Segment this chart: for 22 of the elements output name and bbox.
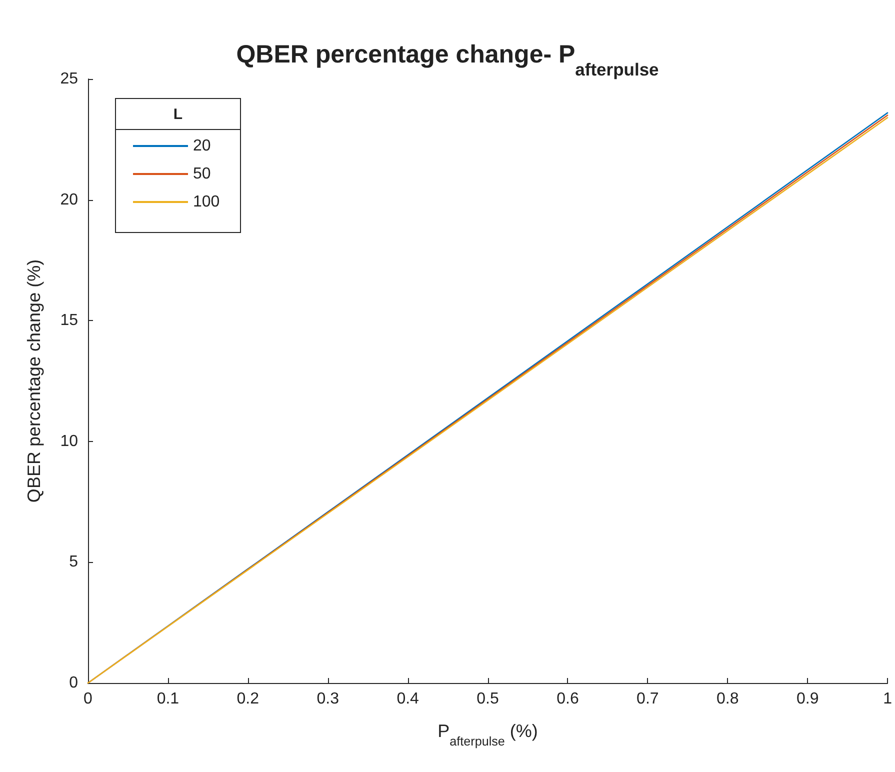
x-tick-label: 0.6 (556, 690, 579, 708)
legend-title: L (173, 106, 183, 123)
y-tick-label: 5 (69, 554, 78, 571)
legend-label: 100 (193, 194, 220, 210)
x-tick-label: 0 (84, 690, 93, 708)
y-tick-label: 25 (60, 70, 78, 88)
y-tick-label: 10 (60, 432, 78, 450)
y-tick-label: 15 (60, 312, 78, 330)
x-tick-label: 0.2 (236, 690, 260, 708)
legend-label: 20 (193, 138, 211, 154)
x-tick-label: 0.9 (796, 690, 819, 708)
y-tick-label: 0 (69, 674, 78, 692)
y-axis-title: QBER percentage change (%) (24, 259, 44, 503)
y-tick-label: 20 (60, 191, 78, 208)
x-tick-label: 1 (883, 690, 892, 708)
x-tick-label: 0.8 (716, 690, 739, 708)
legend-label: 50 (193, 166, 211, 182)
x-tick-label: 0.3 (316, 690, 340, 708)
x-tick-label: 0.4 (396, 690, 420, 708)
x-tick-label: 0.5 (476, 690, 499, 708)
x-tick-label: 0.1 (156, 690, 180, 708)
x-tick-label: 0.7 (636, 690, 659, 708)
